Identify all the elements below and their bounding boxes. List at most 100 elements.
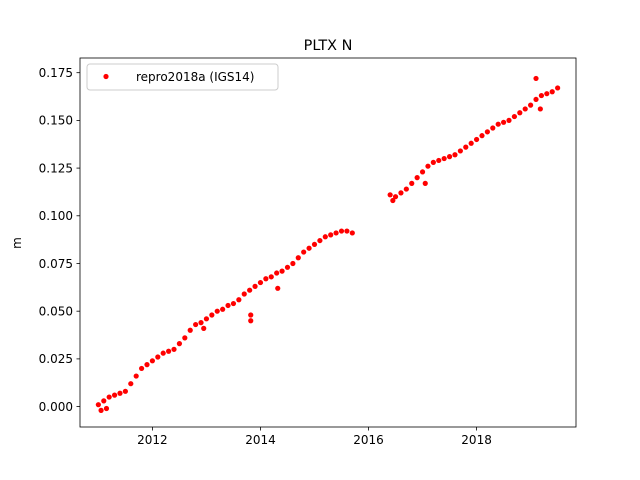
data-point bbox=[549, 89, 555, 95]
data-point bbox=[311, 241, 318, 248]
y-tick-label: 0.100 bbox=[39, 209, 73, 223]
data-point bbox=[252, 283, 258, 289]
data-point bbox=[155, 354, 161, 360]
x-tick-label: 2014 bbox=[245, 433, 276, 447]
data-point bbox=[409, 180, 415, 186]
legend-marker bbox=[103, 73, 109, 80]
data-point bbox=[209, 312, 215, 318]
data-point bbox=[203, 316, 210, 322]
data-point bbox=[490, 125, 496, 131]
data-point bbox=[328, 232, 334, 238]
data-point bbox=[176, 341, 183, 347]
data-point bbox=[279, 268, 285, 274]
data-point bbox=[220, 306, 226, 312]
data-point bbox=[506, 117, 512, 123]
data-point bbox=[430, 159, 436, 165]
data-point bbox=[333, 230, 339, 236]
legend-label: repro2018a (IGS14) bbox=[136, 70, 254, 84]
data-point bbox=[268, 274, 274, 280]
data-point bbox=[247, 287, 253, 293]
y-tick-label: 0.025 bbox=[39, 352, 73, 366]
data-point bbox=[537, 106, 543, 112]
frame-layer bbox=[79, 57, 577, 428]
data-point bbox=[103, 405, 110, 412]
data-point bbox=[392, 194, 399, 200]
data-point bbox=[425, 163, 431, 169]
data-point bbox=[495, 121, 501, 127]
data-point bbox=[398, 190, 404, 196]
data-point bbox=[201, 325, 207, 331]
data-point bbox=[387, 192, 393, 198]
data-point bbox=[290, 260, 296, 267]
data-point bbox=[344, 228, 350, 234]
data-point bbox=[517, 110, 523, 116]
data-point bbox=[182, 335, 188, 341]
data-point bbox=[522, 106, 528, 112]
data-point bbox=[187, 327, 193, 333]
data-point bbox=[446, 154, 453, 160]
data-point bbox=[160, 350, 166, 356]
data-point bbox=[248, 318, 254, 324]
data-point bbox=[511, 113, 518, 120]
data-point bbox=[533, 96, 539, 103]
data-point bbox=[248, 312, 254, 318]
data-point bbox=[528, 102, 534, 108]
data-point bbox=[322, 234, 328, 240]
points-layer bbox=[95, 75, 561, 414]
data-point bbox=[538, 92, 545, 99]
data-point bbox=[544, 91, 550, 97]
data-point bbox=[473, 136, 480, 143]
data-point bbox=[338, 228, 345, 234]
y-tick-label: 0.125 bbox=[39, 161, 73, 175]
data-point bbox=[230, 300, 237, 307]
data-point bbox=[275, 285, 281, 291]
data-point bbox=[414, 175, 420, 181]
data-point bbox=[166, 348, 172, 354]
data-point bbox=[193, 321, 199, 328]
data-point bbox=[500, 119, 507, 125]
data-point bbox=[457, 148, 463, 154]
data-point bbox=[274, 270, 280, 276]
data-point bbox=[98, 407, 104, 414]
data-point bbox=[149, 358, 156, 364]
data-point bbox=[144, 362, 150, 368]
y-tick-label: 0.050 bbox=[39, 304, 73, 318]
data-point bbox=[468, 140, 474, 146]
data-point bbox=[214, 308, 220, 314]
data-point bbox=[95, 402, 101, 408]
data-point bbox=[306, 245, 312, 251]
legend-box bbox=[86, 63, 279, 91]
y-tick-label: 0.175 bbox=[39, 66, 73, 80]
y-tick-label: 0.150 bbox=[39, 114, 73, 128]
data-point bbox=[263, 276, 269, 282]
data-point bbox=[317, 237, 323, 244]
data-point bbox=[390, 197, 396, 204]
x-tick-label: 2012 bbox=[137, 433, 168, 447]
data-point bbox=[479, 133, 485, 139]
data-point bbox=[106, 394, 112, 400]
data-point bbox=[441, 155, 447, 162]
data-point bbox=[117, 390, 123, 396]
plot-frame bbox=[79, 57, 577, 428]
data-point bbox=[419, 169, 426, 175]
data-point bbox=[171, 346, 177, 352]
data-point bbox=[403, 186, 409, 192]
legend: repro2018a (IGS14) bbox=[86, 63, 279, 91]
data-point bbox=[198, 320, 204, 326]
y-tick-label: 0.075 bbox=[39, 257, 73, 271]
data-point bbox=[284, 264, 291, 270]
data-point bbox=[241, 291, 247, 297]
data-point bbox=[349, 230, 355, 236]
data-point bbox=[111, 392, 118, 398]
data-point bbox=[122, 388, 128, 394]
data-point bbox=[301, 249, 307, 255]
data-point bbox=[225, 302, 231, 309]
data-point bbox=[484, 129, 490, 135]
y-axis-label: m bbox=[10, 237, 24, 249]
x-tick-label: 2018 bbox=[461, 433, 492, 447]
data-point bbox=[128, 381, 134, 387]
x-tick-label: 2016 bbox=[353, 433, 384, 447]
data-point bbox=[138, 365, 145, 372]
axes-layer: 2012 2014 2016 2018 0.000 0.025 0.050 0.075 0.10… bbox=[39, 66, 492, 447]
data-point bbox=[533, 75, 539, 82]
